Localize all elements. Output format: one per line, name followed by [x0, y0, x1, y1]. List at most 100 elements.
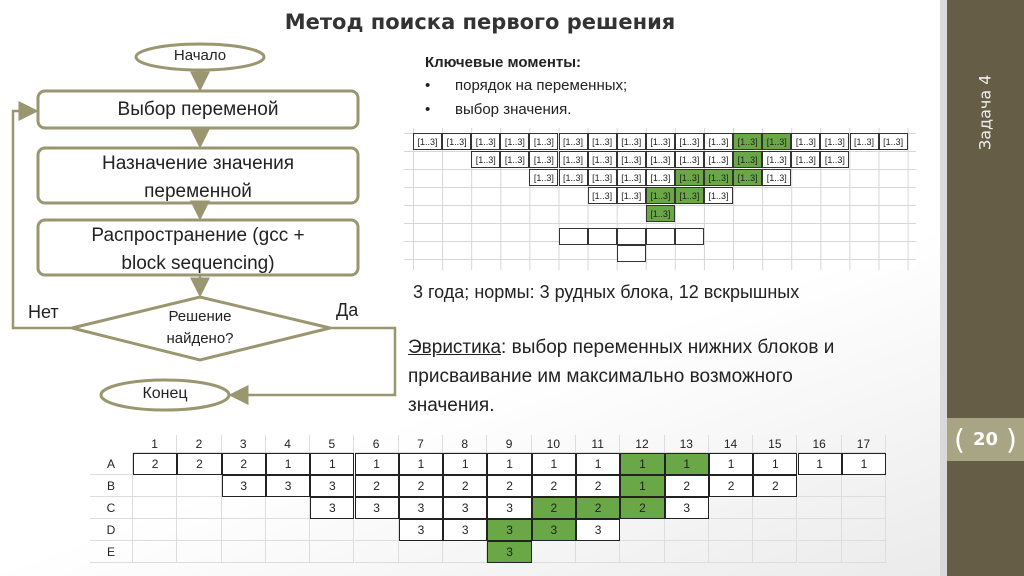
key-point-text: выбор значения. [455, 101, 572, 118]
grid-cell: [1..3] [791, 133, 821, 150]
empty-cell [265, 519, 311, 541]
grid-cell: [1..3] [645, 205, 675, 222]
grid-cell: [1..3] [674, 169, 704, 186]
grid-cell: [1..3] [820, 151, 850, 168]
value-cell: 2 [531, 475, 576, 497]
empty-cell [221, 541, 266, 563]
value-cell: 3 [398, 497, 444, 519]
value-cell: 3 [664, 497, 709, 519]
column-header: 2 [177, 435, 222, 453]
empty-cell [708, 541, 754, 563]
column-header: 14 [708, 435, 754, 453]
heuristic-label: Эвристика [408, 337, 502, 358]
value-cell: 3 [443, 497, 488, 519]
grid-cell: [1..3] [733, 133, 763, 150]
grid-cell: [1..3] [762, 169, 792, 186]
value-cell: 1 [354, 453, 399, 475]
value-cell: 1 [310, 453, 355, 475]
row-label: C [90, 497, 133, 519]
empty-cell [664, 541, 709, 563]
bracket-left-icon: ( [954, 423, 965, 456]
solution-table: 1 2 3 4 5 6 7 8 9 10 11 12 13 14 15 16 17 A 2 2 2 1 1 1 1 1 1 1 1 1 1 1… [90, 435, 888, 563]
grid-cell: [1..3] [587, 187, 617, 204]
grid-cell: [1..3] [878, 133, 908, 150]
sidebar-divider [940, 0, 948, 576]
value-cell: 3 [265, 475, 311, 497]
grid-cell: [1..3] [587, 169, 617, 186]
grid-cell: [1..3] [733, 169, 763, 186]
block-shape-cell [588, 228, 618, 245]
value-cell: 1 [265, 453, 311, 475]
key-point-item: • порядок на переменных; [425, 77, 627, 94]
grid-cell: [1..3] [558, 169, 588, 186]
empty-cell [753, 519, 798, 541]
heuristic-text: Эвристика: выбор переменных нижних блоко… [408, 333, 878, 420]
grid-cell: [1..3] [529, 133, 559, 150]
column-header: 10 [531, 435, 576, 453]
assign-value-label: Назначение значения переменной [38, 150, 358, 206]
value-cell: 2 [177, 453, 222, 475]
grid-cell: [1..3] [674, 187, 704, 204]
empty-cell [841, 519, 887, 541]
empty-cell [310, 519, 355, 541]
row-label: E [90, 541, 133, 563]
grid-cell: [1..3] [413, 133, 443, 150]
value-cell: 1 [487, 453, 532, 475]
block-shape-cell [617, 245, 647, 262]
empty-cell [797, 497, 842, 519]
propagation-line: block sequencing) [121, 253, 275, 274]
value-cell: 1 [664, 453, 709, 475]
empty-cell [531, 541, 576, 563]
grid-cell: [1..3] [704, 187, 734, 204]
decision-line: Решение [168, 308, 232, 325]
grid-cell: [1..3] [704, 151, 734, 168]
empty-cell [841, 497, 887, 519]
value-cell: 1 [443, 453, 488, 475]
empty-cell [133, 541, 178, 563]
grid-cell: [1..3] [442, 133, 472, 150]
value-cell: 2 [443, 475, 488, 497]
empty-cell [177, 541, 222, 563]
column-header: 17 [841, 435, 887, 453]
decision-label: Решение найдено? [130, 306, 270, 350]
empty-cell [133, 497, 178, 519]
empty-cell [177, 497, 222, 519]
value-cell: 2 [576, 475, 621, 497]
grid-cell: [1..3] [587, 133, 617, 150]
value-cell: 3 [310, 475, 355, 497]
key-point-text: порядок на переменных; [455, 77, 628, 94]
value-cell: 2 [133, 453, 178, 475]
select-variable-label: Выбор переменой [117, 99, 279, 120]
key-points: Ключевые моменты: • порядок на переменных… [425, 54, 627, 125]
empty-cell [797, 475, 842, 497]
empty-cell [265, 497, 311, 519]
empty-cell [797, 541, 842, 563]
grid-cell: [1..3] [704, 133, 734, 150]
empty-cell [753, 541, 798, 563]
page-number: 20 [972, 429, 999, 450]
variable-grid: [1..3] [1..3] [1..3] [1..3] [1..3] [1..3] [1..… [404, 128, 916, 270]
value-cell: 3 [576, 519, 621, 541]
empty-cell [221, 497, 266, 519]
value-cell: 2 [708, 475, 754, 497]
value-cell: 1 [753, 453, 798, 475]
grid-cell: [1..3] [645, 187, 675, 204]
value-cell: 2 [531, 497, 576, 519]
no-label: Нет [28, 302, 59, 322]
empty-cell [133, 519, 178, 541]
value-cell: 2 [620, 497, 665, 519]
grid-cell: [1..3] [645, 151, 675, 168]
value-cell: 1 [841, 453, 887, 475]
value-cell: 1 [708, 453, 754, 475]
grid-cell: [1..3] [471, 133, 501, 150]
flowchart-shapes [11, 42, 397, 412]
value-cell: 2 [398, 475, 444, 497]
grid-cell: [1..3] [762, 133, 792, 150]
empty-cell [797, 519, 842, 541]
value-cell: 2 [354, 475, 399, 497]
empty-cell [265, 541, 311, 563]
column-header: 11 [576, 435, 621, 453]
end-label: Конец [142, 385, 188, 402]
grid-cell: [1..3] [733, 151, 763, 168]
empty-cell [133, 475, 178, 497]
